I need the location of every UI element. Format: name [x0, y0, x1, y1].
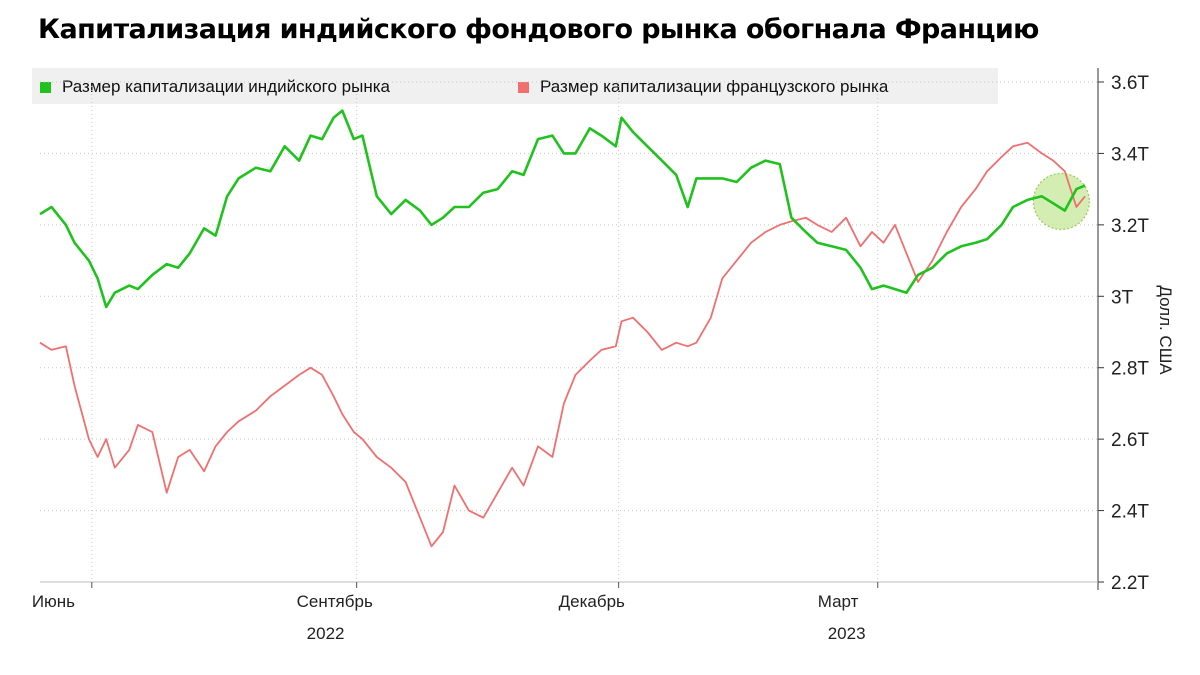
legend-swatch-france [518, 81, 529, 93]
y-tick-label: 3T [1111, 287, 1134, 308]
y-tick-label: 2.6T [1111, 430, 1149, 451]
y-axis-title: Долл. США [1156, 285, 1175, 375]
legend-label-france: Размер капитализации французского рынка [540, 77, 889, 96]
crossover-highlight [1032, 172, 1090, 231]
legend-item-france: Размер капитализации французского рынка [518, 77, 888, 97]
year-label: 2022 [307, 624, 345, 643]
axis-layer: 2.2T 2.4T 2.6T 2.8T 3T 3.2T 3.4T 3.6T Июнь Сентяб… [32, 68, 1175, 643]
x-tick-label: Июнь [32, 592, 75, 611]
series-line-france [39, 141, 1086, 548]
x-tick-label: Декабрь [559, 592, 625, 611]
y-tick-label: 2.2T [1111, 573, 1149, 594]
chart-title: Капитализация индийского фондового рынка… [38, 14, 1039, 45]
grid [40, 81, 1098, 583]
y-tick-label: 3.6T [1111, 73, 1149, 94]
y-tick-label: 3.2T [1111, 216, 1149, 237]
legend: Размер капитализации индийского рынка Ра… [32, 68, 998, 104]
y-tick-label: 3.4T [1111, 144, 1149, 165]
series-line-india [39, 109, 1086, 309]
highlight-layer [1032, 172, 1090, 231]
legend-swatch-india [40, 81, 51, 93]
y-tick-label: 2.4T [1111, 502, 1149, 523]
y-tick-label: 2.8T [1111, 359, 1149, 380]
x-tick-label: Март [818, 592, 859, 611]
series-layer [39, 109, 1086, 548]
year-label: 2023 [828, 624, 866, 643]
x-tick-label: Сентябрь [297, 592, 373, 611]
